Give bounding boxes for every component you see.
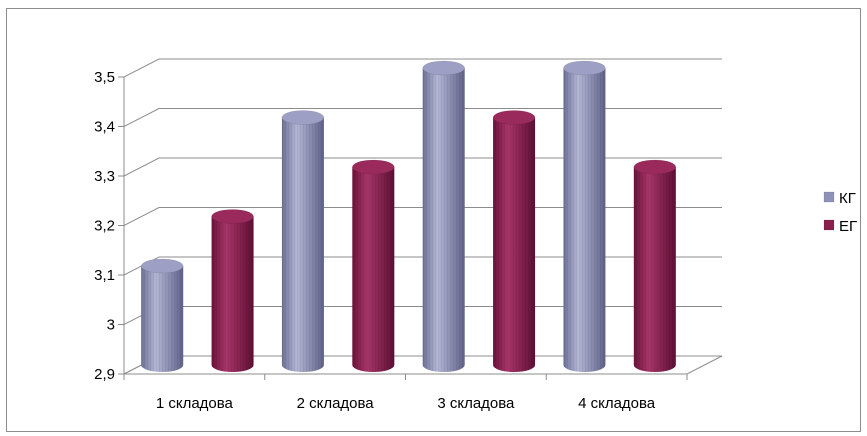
bar-eg-3: [492, 110, 536, 373]
bar-kg-2: [281, 110, 325, 373]
y-tick-label: 3,3: [94, 168, 115, 185]
bar-eg-1: [211, 209, 254, 373]
y-tick-label: 3,2: [94, 218, 115, 235]
bar-kg-1: [140, 258, 184, 372]
x-category-label: 4 складова: [578, 395, 656, 412]
bar-cap: [281, 110, 325, 125]
bar-cap: [140, 258, 184, 274]
bar-cap: [422, 60, 465, 76]
bar-eg-2: [352, 159, 395, 373]
y-tick-label: 3,4: [94, 119, 115, 136]
y-tick-label: 2,9: [94, 366, 115, 383]
legend-swatch: [823, 219, 835, 231]
x-category-label: 1 складова: [156, 395, 234, 412]
y-tick-label: 3,1: [94, 267, 115, 284]
legend-item-eg: ЕГ: [823, 218, 857, 235]
bar-cap: [492, 110, 536, 125]
bar-kg-4: [563, 60, 606, 373]
bar-eg-4: [633, 159, 677, 373]
bar-cap: [211, 209, 254, 224]
gridline: [123, 58, 722, 78]
x-category-label: 3 складова: [437, 395, 515, 412]
bar-cap: [352, 159, 395, 175]
legend: КГ ЕГ: [823, 190, 857, 235]
y-tick-label: 3,5: [94, 69, 115, 86]
gridline: [123, 108, 722, 127]
legend-label: КГ: [839, 190, 856, 207]
bar-kg-3: [422, 60, 465, 373]
bars-layer: [140, 60, 677, 373]
legend-label: ЕГ: [839, 218, 857, 235]
x-category-label: 2 складова: [297, 395, 375, 412]
y-tick-label: 3: [107, 317, 115, 334]
y-axis: 2,9 3 3,1 3,2 3,3 3,4 3,5: [94, 69, 124, 383]
bar-cap: [633, 159, 677, 175]
legend-item-kg: КГ: [823, 190, 856, 207]
x-axis: 1 складова 2 складова 3 складова 4 складова: [123, 374, 688, 412]
bar-cap: [563, 60, 606, 76]
legend-swatch: [823, 191, 835, 203]
